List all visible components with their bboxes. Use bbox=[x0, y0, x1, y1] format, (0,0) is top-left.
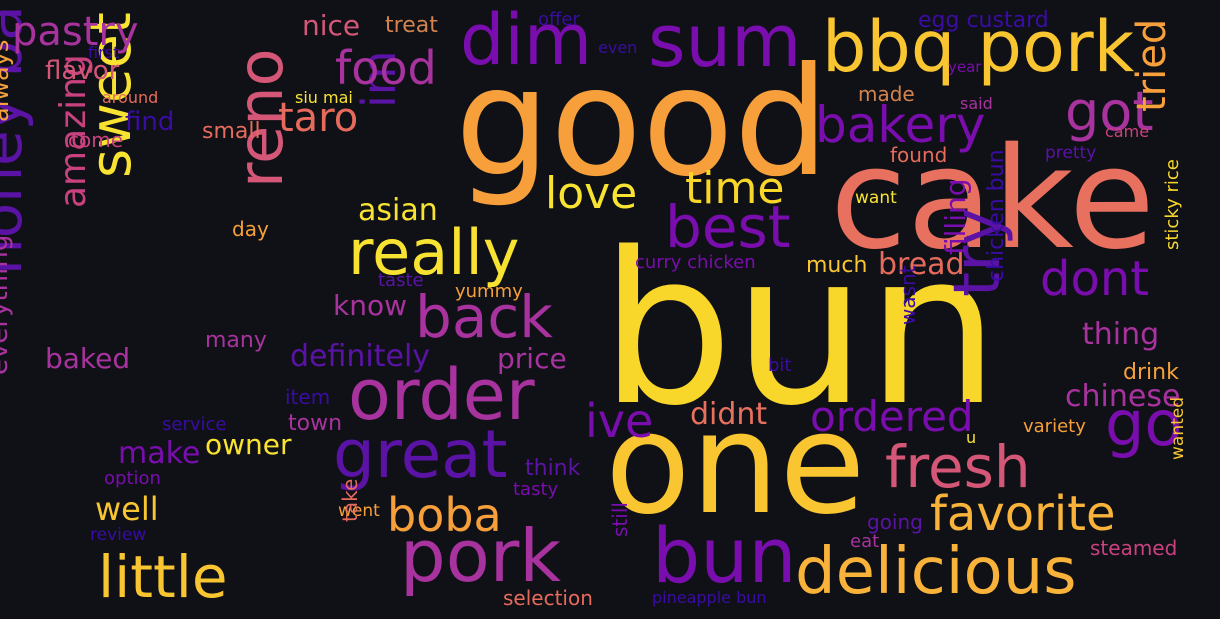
word-order: order bbox=[348, 354, 535, 436]
word-went: went bbox=[338, 501, 380, 521]
word-favorite: favorite bbox=[930, 486, 1116, 542]
word-going: going bbox=[867, 510, 923, 534]
word-town: town bbox=[288, 411, 343, 436]
word-yummy: yummy bbox=[455, 281, 523, 302]
word-good: good bbox=[455, 36, 829, 210]
word-bun: bun bbox=[600, 207, 1000, 452]
word-dont: dont bbox=[1040, 251, 1150, 307]
word-love: love bbox=[545, 168, 638, 219]
word-came: came bbox=[1105, 122, 1150, 141]
word-option: option bbox=[104, 468, 161, 489]
word-drink: drink bbox=[1123, 360, 1179, 385]
word-ive: ive bbox=[585, 394, 654, 448]
word-small: small bbox=[202, 119, 261, 144]
word-lot: lot bbox=[830, 324, 849, 345]
word-bun-secondary: bun bbox=[652, 511, 797, 600]
word-bakery: bakery bbox=[815, 96, 986, 154]
word-item: item bbox=[285, 385, 331, 409]
word-take: take bbox=[338, 478, 362, 522]
word-eat: eat bbox=[850, 531, 880, 552]
word-year: year bbox=[948, 58, 982, 76]
word-make: make bbox=[118, 436, 201, 471]
word-steamed: steamed bbox=[1090, 536, 1178, 560]
word-found: found bbox=[890, 143, 948, 167]
word-owner: owner bbox=[205, 428, 292, 461]
word-variety: variety bbox=[1023, 416, 1086, 437]
word-asian: asian bbox=[358, 193, 438, 228]
word-well: well bbox=[95, 490, 159, 528]
word-chicken-bun: chicken bun bbox=[984, 149, 1009, 282]
word-cake: cake bbox=[830, 118, 1155, 281]
word-curry-chicken: curry chicken bbox=[635, 252, 756, 273]
word-delicious: delicious bbox=[795, 535, 1077, 609]
word-time: time bbox=[685, 163, 785, 214]
word-treat: treat bbox=[385, 13, 438, 38]
word-siu-mai: siu mai bbox=[295, 88, 353, 107]
word-pork: pork bbox=[400, 514, 562, 598]
word-know: know bbox=[333, 289, 407, 322]
word-around: around bbox=[102, 88, 159, 107]
word-egg-custard: egg custard bbox=[918, 8, 1049, 33]
word-nice: nice bbox=[302, 9, 361, 42]
word-tried: tried bbox=[1129, 18, 1175, 112]
word-think: think bbox=[525, 456, 581, 481]
word-much: much bbox=[806, 253, 868, 278]
word-sticky-rice: sticky rice bbox=[1162, 159, 1183, 250]
word-come: come bbox=[68, 128, 124, 152]
word-even: even bbox=[598, 38, 638, 57]
word-got: got bbox=[1065, 80, 1154, 143]
word-one: one bbox=[605, 383, 866, 546]
word-said: said bbox=[960, 94, 993, 113]
word-ordered: ordered bbox=[810, 392, 974, 441]
word-go: go bbox=[1105, 387, 1183, 460]
word-day: day bbox=[232, 217, 269, 241]
word-still: still bbox=[608, 502, 632, 537]
word-filling: filling bbox=[939, 178, 972, 256]
word-bbq-pork: bbq pork bbox=[822, 6, 1135, 88]
word-u: u bbox=[966, 428, 977, 447]
word-wanted: wanted bbox=[1168, 396, 1188, 460]
word-little: little bbox=[98, 543, 228, 611]
word-back: back bbox=[415, 283, 553, 351]
word-want: want bbox=[855, 188, 897, 208]
word-wasnt: wasnt bbox=[896, 265, 920, 325]
word-pretty: pretty bbox=[1045, 143, 1097, 163]
word-tasty: tasty bbox=[513, 479, 559, 500]
word-really: really bbox=[348, 216, 520, 289]
word-baked: baked bbox=[45, 342, 131, 375]
word-didnt: didnt bbox=[690, 397, 768, 432]
word-taro: taro bbox=[278, 95, 359, 141]
word-review: review bbox=[90, 525, 147, 545]
word-thing: thing bbox=[1082, 317, 1160, 352]
word-first: first bbox=[88, 43, 120, 62]
word-service: service bbox=[162, 414, 227, 435]
word-definitely: definitely bbox=[290, 339, 431, 374]
word-offer: offer bbox=[538, 9, 580, 30]
word-pastry: pastry bbox=[12, 9, 139, 55]
word-chinese: chinese bbox=[1065, 379, 1181, 414]
word-bit: bit bbox=[768, 355, 792, 376]
word-food: food bbox=[335, 41, 437, 95]
word-boba: boba bbox=[387, 488, 502, 542]
word-great: great bbox=[333, 416, 508, 493]
word-dim: dim bbox=[460, 0, 593, 81]
word-many: many bbox=[205, 328, 267, 353]
word-flavor: flavor bbox=[45, 56, 120, 86]
word-always: always bbox=[0, 39, 14, 122]
word-made: made bbox=[858, 82, 915, 106]
word-bread: bread bbox=[878, 247, 965, 282]
word-taste: taste bbox=[378, 270, 424, 291]
word-best: best bbox=[665, 193, 791, 261]
word-sum: sum bbox=[648, 0, 802, 83]
word-pineapple-bun: pineapple bun bbox=[652, 588, 767, 607]
word-fresh: fresh bbox=[885, 433, 1031, 501]
word-everything: everything bbox=[0, 234, 14, 375]
word-find: find bbox=[125, 107, 175, 137]
word-price: price bbox=[497, 342, 567, 375]
word-selection: selection bbox=[503, 586, 593, 610]
